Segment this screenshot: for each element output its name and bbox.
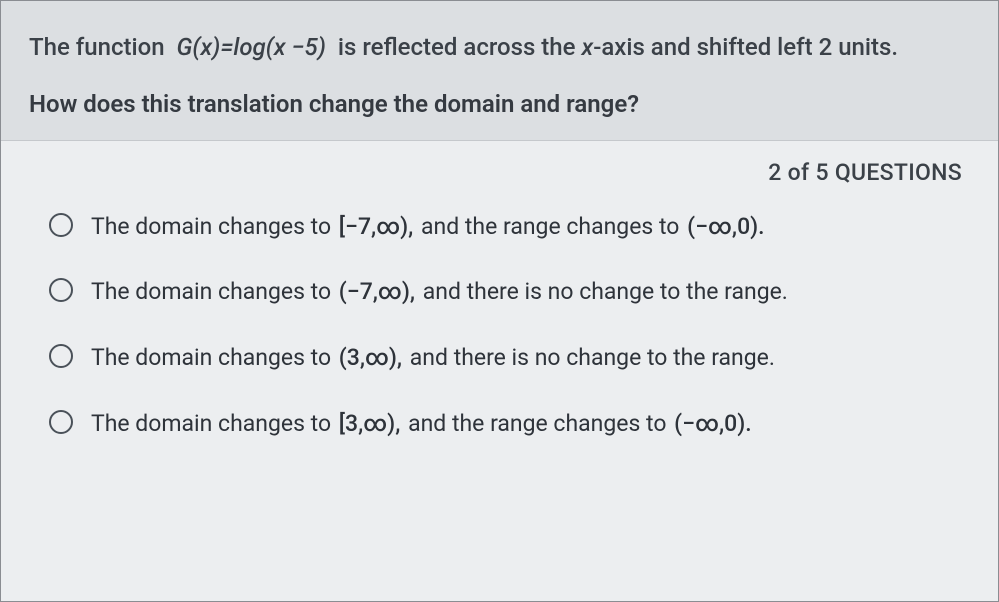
answer-option-2[interactable]: The domain changes to (−7,∞), and there … bbox=[31, 259, 968, 325]
option-text: The domain changes to (−7,∞), and there … bbox=[91, 274, 788, 310]
answer-option-1[interactable]: The domain changes to [−7,∞), and the ra… bbox=[31, 194, 968, 260]
option-text: The domain changes to [−7,∞), and the ra… bbox=[91, 209, 767, 245]
prompt-text-tail: -axis and shifted left 2 units. bbox=[593, 33, 898, 61]
prompt-text-post: is reflected across the bbox=[338, 33, 582, 61]
opt-mid: and the range changes to bbox=[415, 213, 685, 240]
interval-2: (−∞,0). bbox=[685, 213, 766, 240]
answer-option-3[interactable]: The domain changes to (3,∞), and there i… bbox=[31, 325, 968, 391]
prompt-text-pre: The function bbox=[29, 33, 171, 61]
opt-pre: The domain changes to bbox=[91, 278, 337, 305]
radio-icon bbox=[49, 410, 73, 434]
opt-mid: and the range changes to bbox=[402, 410, 672, 437]
interval-2: (−∞,0). bbox=[672, 410, 753, 437]
radio-icon bbox=[49, 344, 73, 368]
interval-1: (−7,∞), bbox=[337, 278, 417, 305]
x-axis-var: x bbox=[581, 33, 593, 61]
option-text: The domain changes to (3,∞), and there i… bbox=[91, 340, 775, 376]
option-text: The domain changes to [3,∞), and the ran… bbox=[91, 406, 754, 442]
interval-1: (3,∞), bbox=[337, 344, 404, 371]
question-prompt: The function G(x)=log(x −5) is reflected… bbox=[1, 1, 998, 141]
opt-pre: The domain changes to bbox=[91, 213, 337, 240]
radio-icon bbox=[49, 278, 73, 302]
opt-pre: The domain changes to bbox=[91, 344, 337, 371]
opt-pre: The domain changes to bbox=[91, 410, 337, 437]
quiz-question-card: The function G(x)=log(x −5) is reflected… bbox=[0, 0, 999, 602]
answer-option-4[interactable]: The domain changes to [3,∞), and the ran… bbox=[31, 391, 968, 457]
function-expression: G(x)=log(x −5) bbox=[171, 33, 332, 61]
radio-icon bbox=[49, 213, 73, 237]
answers-section: 2 of 5 QUESTIONS The domain changes to [… bbox=[1, 141, 998, 601]
interval-1: [3,∞), bbox=[337, 410, 403, 437]
opt-mid: and there is no change to the range. bbox=[404, 344, 775, 371]
question-counter: 2 of 5 QUESTIONS bbox=[31, 141, 968, 194]
opt-mid: and there is no change to the range. bbox=[417, 278, 788, 305]
prompt-line-2: How does this translation change the dom… bbox=[29, 90, 970, 118]
prompt-line-1: The function G(x)=log(x −5) is reflected… bbox=[29, 27, 970, 68]
interval-1: [−7,∞), bbox=[337, 213, 416, 240]
